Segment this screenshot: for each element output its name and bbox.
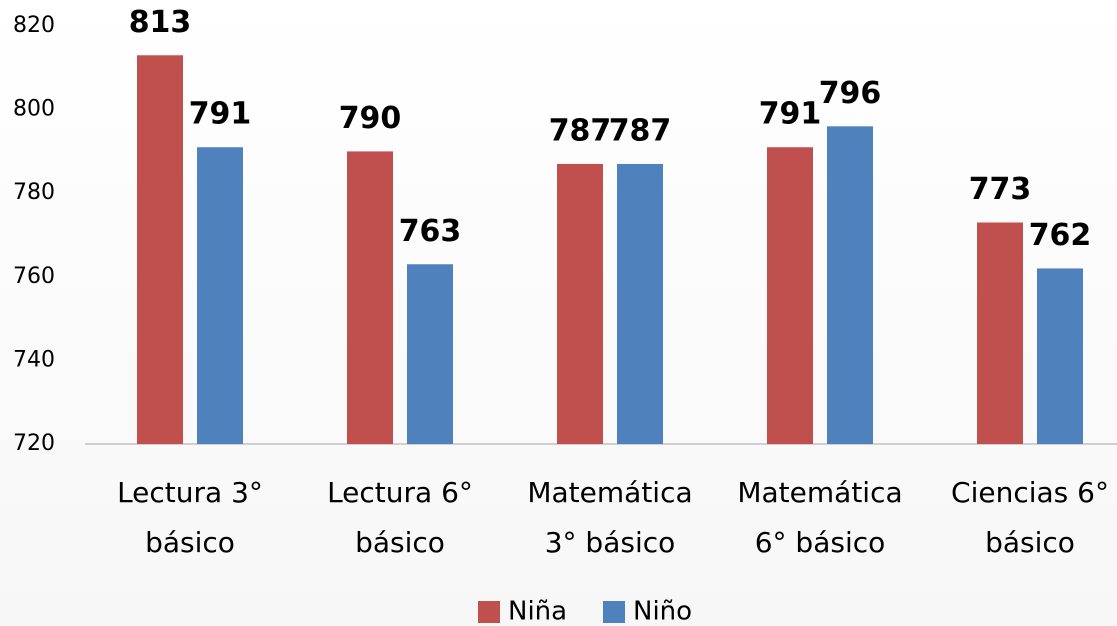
x-tick-label: Matemática 6° básico bbox=[737, 476, 903, 559]
legend-swatch bbox=[603, 601, 625, 623]
bar bbox=[827, 126, 873, 444]
bar bbox=[977, 222, 1023, 444]
y-tick-label: 740 bbox=[13, 347, 55, 372]
y-tick-label: 760 bbox=[13, 264, 55, 289]
legend-label: Niña bbox=[508, 597, 567, 626]
bar bbox=[407, 264, 453, 444]
bar bbox=[197, 147, 243, 444]
x-tick-label: Matemática 3° básico bbox=[527, 476, 693, 559]
data-label: 790 bbox=[339, 101, 402, 136]
data-label: 813 bbox=[129, 5, 192, 40]
bar bbox=[557, 163, 603, 444]
data-label: 796 bbox=[819, 76, 882, 111]
data-label: 763 bbox=[399, 214, 462, 249]
data-label: 791 bbox=[189, 97, 252, 132]
bar bbox=[617, 163, 663, 444]
legend-swatch bbox=[478, 601, 500, 623]
x-tick-label: Lectura 3° básico bbox=[117, 476, 263, 559]
data-label: 762 bbox=[1029, 218, 1092, 253]
y-tick-label: 820 bbox=[13, 13, 55, 38]
x-tick-label: Lectura 6° básico bbox=[327, 476, 473, 559]
y-tick-label: 800 bbox=[13, 97, 55, 122]
bar bbox=[137, 55, 183, 444]
data-label: 787 bbox=[609, 113, 672, 148]
x-tick-label: Ciencias 6° básico bbox=[951, 476, 1109, 559]
bar bbox=[347, 151, 393, 444]
y-tick-label: 780 bbox=[13, 180, 55, 205]
y-tick-label: 720 bbox=[13, 431, 55, 456]
data-label: 791 bbox=[759, 97, 822, 132]
legend-label: Niño bbox=[633, 597, 692, 626]
bar bbox=[1037, 268, 1083, 444]
bar bbox=[767, 147, 813, 444]
data-label: 787 bbox=[549, 113, 612, 148]
data-label: 773 bbox=[969, 172, 1032, 207]
